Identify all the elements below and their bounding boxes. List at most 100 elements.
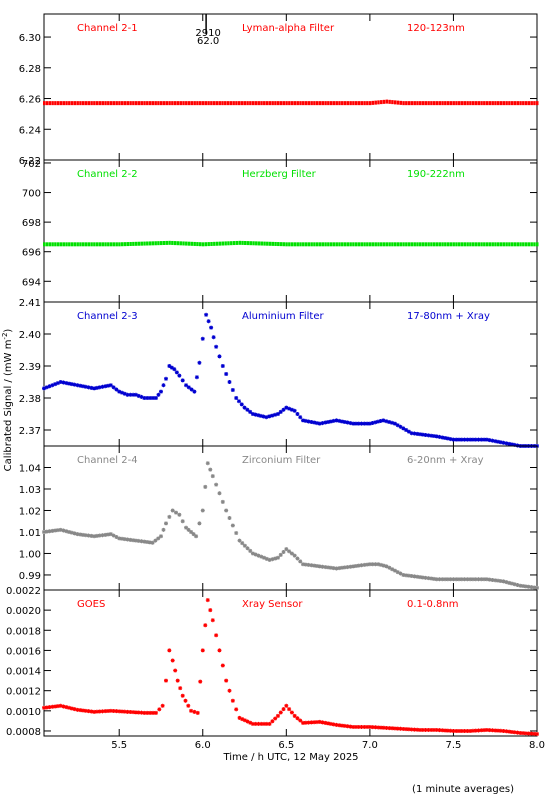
data-point [340, 723, 345, 728]
data-point [246, 241, 250, 246]
data-point [471, 101, 475, 106]
data-point [535, 585, 539, 590]
data-point [75, 383, 80, 388]
data-point [430, 242, 433, 247]
data-point [457, 577, 462, 582]
data-point [427, 242, 430, 247]
data-point [360, 101, 364, 106]
data-point [236, 399, 241, 404]
data-point [434, 727, 439, 732]
data-point [335, 101, 338, 106]
data-point [157, 241, 160, 246]
data-point [438, 242, 442, 247]
data-point [75, 707, 80, 712]
data-point [94, 385, 99, 390]
data-point [237, 715, 242, 720]
data-point [410, 101, 414, 106]
x-tick-label: 6.5 [278, 740, 294, 751]
data-point [251, 101, 255, 106]
band-label: 190-222nm [407, 169, 465, 180]
data-point [340, 565, 345, 570]
data-point [435, 242, 439, 247]
data-point [385, 242, 389, 247]
data-point [529, 585, 534, 590]
data-point [356, 421, 361, 426]
data-point [158, 534, 163, 539]
filter-label: Herzberg Filter [242, 169, 317, 180]
y-tick-label: 0.0018 [6, 626, 41, 637]
data-point [518, 583, 523, 588]
data-point [430, 101, 433, 106]
data-point [103, 532, 108, 537]
data-point [314, 421, 319, 426]
x-tick-label: 5.5 [111, 740, 127, 751]
data-point [445, 728, 450, 733]
data-point [509, 729, 514, 734]
data-point [512, 730, 517, 735]
data-point [307, 101, 311, 106]
data-point [125, 537, 130, 542]
data-point [87, 242, 91, 247]
data-point [452, 101, 455, 106]
data-point [274, 101, 277, 106]
data-point [326, 565, 331, 570]
data-point [496, 578, 501, 583]
data-point [198, 679, 203, 684]
data-point [43, 242, 46, 247]
data-point [67, 529, 72, 534]
data-point [220, 499, 225, 504]
band-label: 120-123nm [407, 23, 465, 34]
data-point [89, 385, 94, 390]
data-point [204, 101, 208, 106]
data-point [224, 241, 227, 246]
data-point [267, 721, 272, 726]
data-point [289, 551, 294, 556]
data-point [150, 540, 155, 545]
data-point [406, 429, 411, 434]
data-point [431, 576, 436, 581]
data-point [111, 708, 116, 713]
data-point [331, 566, 336, 571]
data-point [323, 720, 328, 725]
data-point [343, 101, 347, 106]
data-point [278, 710, 283, 715]
data-point [45, 101, 49, 106]
data-point [458, 101, 461, 106]
data-point [204, 242, 208, 247]
data-point [367, 421, 372, 426]
data-point [148, 396, 153, 400]
data-point [242, 405, 247, 410]
data-point [460, 101, 464, 106]
data-point [123, 242, 127, 247]
data-point [349, 242, 352, 247]
data-point [485, 101, 489, 106]
data-point [167, 514, 172, 519]
data-point [230, 523, 235, 528]
data-point [377, 242, 380, 247]
data-point [493, 439, 498, 444]
data-point [522, 101, 525, 106]
data-point [527, 242, 531, 247]
x-tick-label: 7.5 [445, 740, 461, 751]
data-point [484, 437, 489, 442]
data-point [328, 721, 333, 726]
data-point [203, 623, 208, 628]
data-point [224, 101, 227, 106]
data-point [237, 538, 242, 543]
data-point [474, 101, 478, 106]
data-point [390, 726, 395, 731]
data-point [217, 648, 222, 653]
data-point [395, 570, 400, 575]
data-point [466, 101, 469, 106]
data-point [250, 551, 255, 556]
data-point [54, 101, 57, 106]
data-point [194, 375, 199, 380]
data-point [119, 390, 124, 395]
data-point [385, 99, 389, 104]
x-tick-label: 8.0 [529, 740, 545, 751]
data-point [426, 727, 431, 732]
data-point [271, 101, 274, 106]
data-point [132, 101, 135, 106]
x-axis-title: Time / h UTC, 12 May 2025 [222, 752, 358, 763]
data-point [64, 529, 69, 534]
